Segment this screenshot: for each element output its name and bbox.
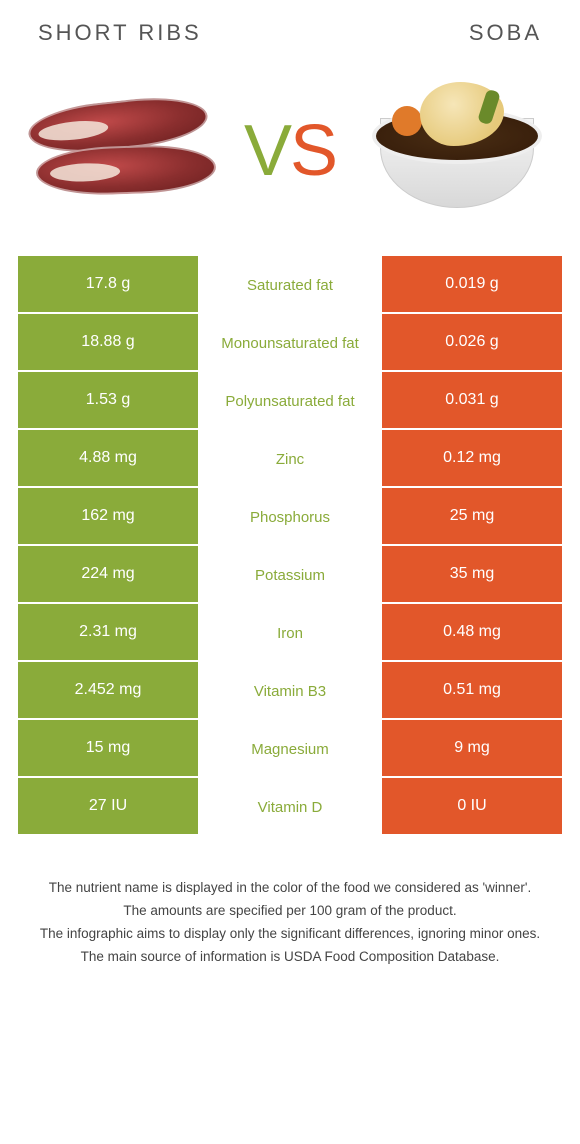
footer-line: The amounts are specified per 100 gram o… (38, 901, 542, 922)
table-row: 17.8 gSaturated fat0.019 g (18, 256, 562, 314)
right-food-image (362, 76, 552, 226)
footer-line: The nutrient name is displayed in the co… (38, 878, 542, 899)
left-food-title: SHORT RIBS (38, 20, 202, 46)
table-row: 18.88 gMonounsaturated fat0.026 g (18, 314, 562, 372)
nutrient-label: Iron (198, 604, 382, 662)
nutrient-table: 17.8 gSaturated fat0.019 g18.88 gMonouns… (18, 256, 562, 836)
right-value: 0 IU (382, 778, 562, 836)
nutrient-label: Vitamin D (198, 778, 382, 836)
right-value: 25 mg (382, 488, 562, 546)
table-row: 2.452 mgVitamin B30.51 mg (18, 662, 562, 720)
table-row: 2.31 mgIron0.48 mg (18, 604, 562, 662)
left-value: 15 mg (18, 720, 198, 778)
left-value: 2.31 mg (18, 604, 198, 662)
right-value: 0.019 g (382, 256, 562, 314)
vs-label: VS (244, 110, 336, 192)
nutrient-label: Monounsaturated fat (198, 314, 382, 372)
nutrient-label: Magnesium (198, 720, 382, 778)
table-row: 162 mgPhosphorus25 mg (18, 488, 562, 546)
table-row: 1.53 gPolyunsaturated fat0.031 g (18, 372, 562, 430)
short-ribs-icon (28, 91, 218, 211)
left-value: 17.8 g (18, 256, 198, 314)
vs-v: V (244, 111, 290, 191)
right-value: 0.51 mg (382, 662, 562, 720)
right-value: 0.031 g (382, 372, 562, 430)
left-value: 162 mg (18, 488, 198, 546)
left-value: 224 mg (18, 546, 198, 604)
left-value: 2.452 mg (18, 662, 198, 720)
footer-line: The main source of information is USDA F… (38, 947, 542, 968)
nutrient-label: Vitamin B3 (198, 662, 382, 720)
nutrient-label: Potassium (198, 546, 382, 604)
right-value: 35 mg (382, 546, 562, 604)
table-row: 15 mgMagnesium9 mg (18, 720, 562, 778)
nutrient-label: Saturated fat (198, 256, 382, 314)
right-value: 0.48 mg (382, 604, 562, 662)
table-row: 4.88 mgZinc0.12 mg (18, 430, 562, 488)
right-value: 0.12 mg (382, 430, 562, 488)
table-row: 224 mgPotassium35 mg (18, 546, 562, 604)
footer-line: The infographic aims to display only the… (38, 924, 542, 945)
left-value: 27 IU (18, 778, 198, 836)
left-food-image (28, 76, 218, 226)
nutrient-label: Polyunsaturated fat (198, 372, 382, 430)
footer-notes: The nutrient name is displayed in the co… (18, 878, 562, 968)
right-value: 0.026 g (382, 314, 562, 372)
nutrient-label: Zinc (198, 430, 382, 488)
title-row: SHORT RIBS SOBA (18, 20, 562, 46)
vs-s: S (290, 111, 336, 191)
infographic-container: SHORT RIBS SOBA VS 17.8 gSaturated fat0.… (0, 0, 580, 968)
nutrient-label: Phosphorus (198, 488, 382, 546)
right-food-title: SOBA (469, 20, 542, 46)
left-value: 1.53 g (18, 372, 198, 430)
right-value: 9 mg (382, 720, 562, 778)
hero-row: VS (18, 76, 562, 226)
left-value: 4.88 mg (18, 430, 198, 488)
left-value: 18.88 g (18, 314, 198, 372)
soba-bowl-icon (362, 76, 552, 226)
table-row: 27 IUVitamin D0 IU (18, 778, 562, 836)
